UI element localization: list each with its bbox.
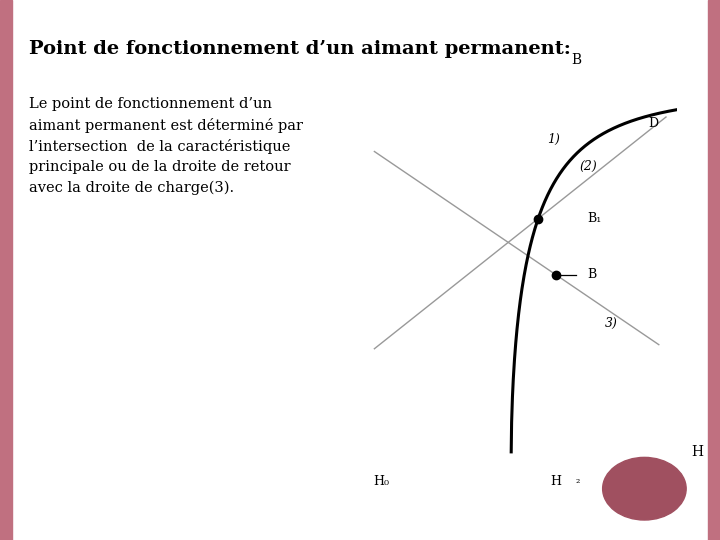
Text: H: H [551,475,562,488]
Text: ₂: ₂ [575,475,580,485]
Text: 3): 3) [605,318,618,330]
Text: (2): (2) [580,160,598,173]
Text: 1): 1) [547,133,560,146]
Text: H: H [691,445,703,459]
Text: B₁: B₁ [587,212,601,225]
Text: Point de fonctionnement d’un aimant permanent:: Point de fonctionnement d’un aimant perm… [29,40,571,58]
Text: B: B [587,268,596,281]
Text: Le point de fonctionnement d’un
aimant permanent est déterminé par
l’intersectio: Le point de fonctionnement d’un aimant p… [29,97,303,195]
Text: H₀: H₀ [374,475,390,488]
Text: B: B [571,53,581,67]
Text: D: D [648,117,658,130]
